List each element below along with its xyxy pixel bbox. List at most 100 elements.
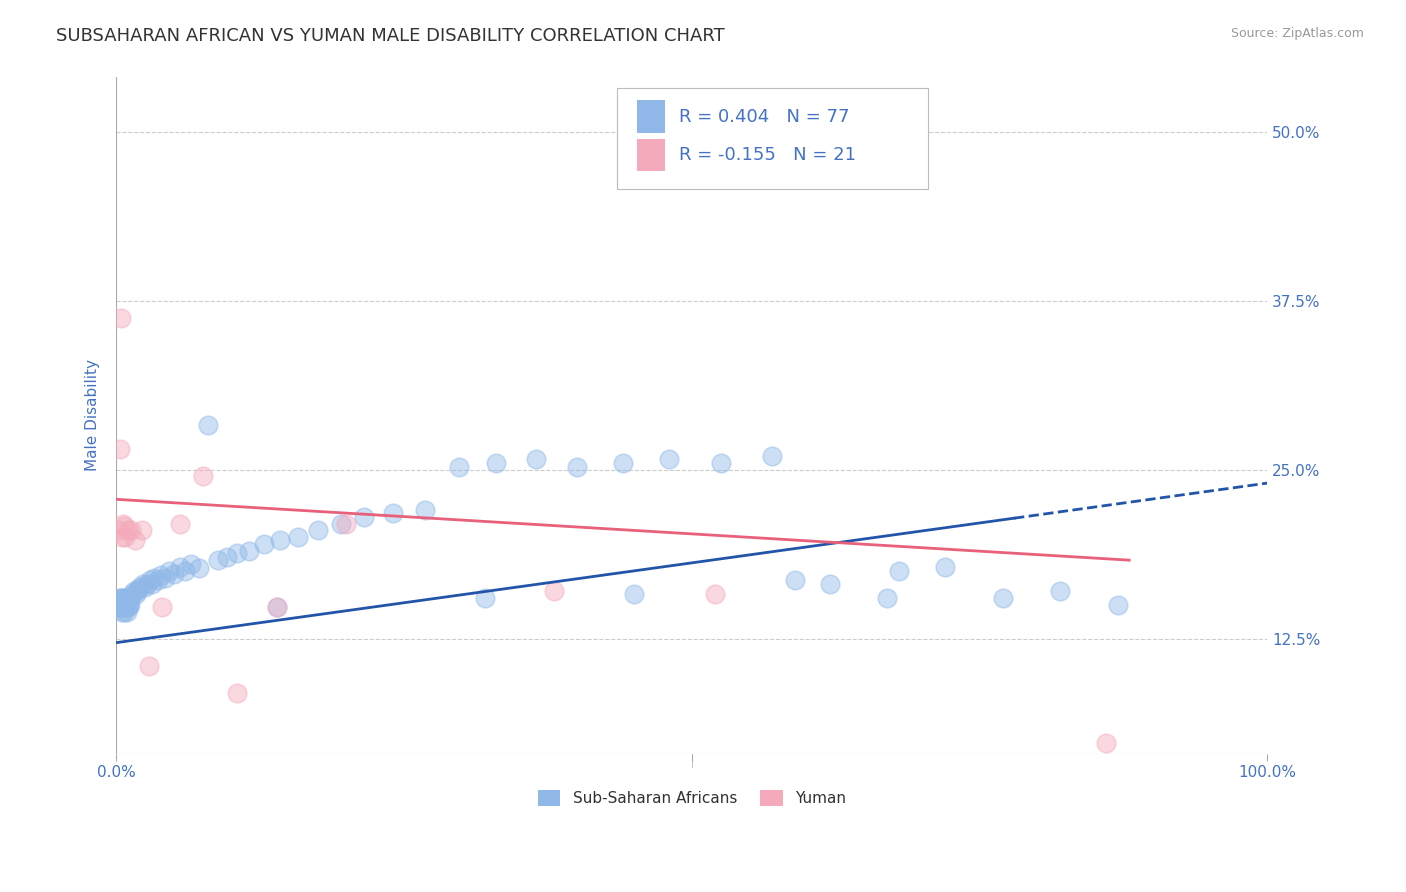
Point bbox=[150, 568, 173, 582]
Point bbox=[110, 591, 132, 605]
FancyBboxPatch shape bbox=[637, 101, 665, 133]
Point bbox=[115, 598, 138, 612]
Point bbox=[238, 543, 260, 558]
Point bbox=[143, 571, 166, 585]
Point bbox=[112, 605, 135, 619]
Point bbox=[112, 600, 135, 615]
Point bbox=[163, 566, 186, 581]
Point bbox=[818, 577, 841, 591]
Point bbox=[307, 524, 329, 538]
Point bbox=[117, 524, 139, 538]
Point bbox=[785, 574, 807, 588]
Point bbox=[150, 600, 173, 615]
Point bbox=[474, 591, 496, 605]
Point bbox=[413, 503, 436, 517]
Point bbox=[120, 598, 142, 612]
FancyBboxPatch shape bbox=[617, 87, 928, 189]
Point bbox=[112, 516, 135, 531]
Point bbox=[266, 600, 288, 615]
Point bbox=[114, 530, 136, 544]
Point bbox=[111, 605, 134, 619]
Point bbox=[111, 530, 134, 544]
Point bbox=[191, 469, 214, 483]
Point bbox=[117, 600, 139, 615]
Point bbox=[1107, 598, 1129, 612]
Point bbox=[107, 524, 129, 538]
Point bbox=[127, 582, 149, 596]
Point bbox=[108, 591, 131, 605]
Point bbox=[136, 577, 159, 591]
Point bbox=[114, 595, 136, 609]
Point bbox=[1095, 736, 1118, 750]
Point bbox=[934, 560, 956, 574]
Point bbox=[110, 600, 132, 615]
Point bbox=[118, 598, 141, 612]
Text: R = -0.155   N = 21: R = -0.155 N = 21 bbox=[679, 146, 856, 164]
Point bbox=[207, 553, 229, 567]
Point bbox=[129, 580, 152, 594]
Point bbox=[121, 587, 143, 601]
Point bbox=[269, 533, 291, 547]
Point bbox=[131, 524, 153, 538]
Point bbox=[226, 546, 249, 560]
Text: SUBSAHARAN AFRICAN VS YUMAN MALE DISABILITY CORRELATION CHART: SUBSAHARAN AFRICAN VS YUMAN MALE DISABIL… bbox=[56, 27, 725, 45]
Point bbox=[197, 417, 219, 432]
Point bbox=[120, 524, 142, 538]
Point bbox=[138, 574, 160, 588]
Point bbox=[623, 587, 645, 601]
Point bbox=[188, 561, 211, 575]
Point bbox=[134, 580, 156, 594]
Point bbox=[180, 558, 202, 572]
Point bbox=[153, 571, 176, 585]
Point bbox=[122, 584, 145, 599]
Point bbox=[215, 550, 238, 565]
Point bbox=[703, 587, 725, 601]
Point bbox=[120, 591, 142, 605]
Point bbox=[449, 459, 471, 474]
Point bbox=[114, 600, 136, 615]
Point bbox=[612, 456, 634, 470]
Point bbox=[132, 577, 155, 591]
FancyBboxPatch shape bbox=[637, 139, 665, 171]
Point bbox=[353, 509, 375, 524]
Point bbox=[138, 658, 160, 673]
Point bbox=[112, 519, 135, 533]
Point bbox=[112, 595, 135, 609]
Text: Source: ZipAtlas.com: Source: ZipAtlas.com bbox=[1230, 27, 1364, 40]
Point bbox=[118, 591, 141, 605]
Point bbox=[108, 442, 131, 457]
Text: R = 0.404   N = 77: R = 0.404 N = 77 bbox=[679, 108, 849, 126]
Point bbox=[174, 564, 197, 578]
Point bbox=[876, 591, 898, 605]
Point bbox=[1049, 584, 1071, 599]
Point bbox=[111, 598, 134, 612]
Point bbox=[485, 456, 508, 470]
Point bbox=[110, 311, 132, 326]
Point bbox=[124, 533, 146, 547]
Point bbox=[117, 591, 139, 605]
Point bbox=[226, 686, 249, 700]
Point bbox=[710, 456, 733, 470]
Point bbox=[266, 600, 288, 615]
Point bbox=[543, 584, 565, 599]
Point bbox=[112, 591, 135, 605]
Legend: Sub-Saharan Africans, Yuman: Sub-Saharan Africans, Yuman bbox=[530, 782, 853, 814]
Point bbox=[141, 577, 163, 591]
Point bbox=[381, 506, 404, 520]
Point bbox=[526, 451, 548, 466]
Y-axis label: Male Disability: Male Disability bbox=[86, 359, 100, 472]
Point bbox=[107, 600, 129, 615]
Point bbox=[658, 451, 681, 466]
Point bbox=[108, 598, 131, 612]
Point bbox=[125, 584, 148, 599]
Point bbox=[287, 530, 309, 544]
Point bbox=[991, 591, 1014, 605]
Point bbox=[169, 560, 191, 574]
Point bbox=[252, 537, 274, 551]
Point bbox=[112, 598, 135, 612]
Point bbox=[335, 516, 357, 531]
Point bbox=[565, 459, 588, 474]
Point bbox=[115, 605, 138, 619]
Point bbox=[169, 516, 191, 531]
Point bbox=[115, 591, 138, 605]
